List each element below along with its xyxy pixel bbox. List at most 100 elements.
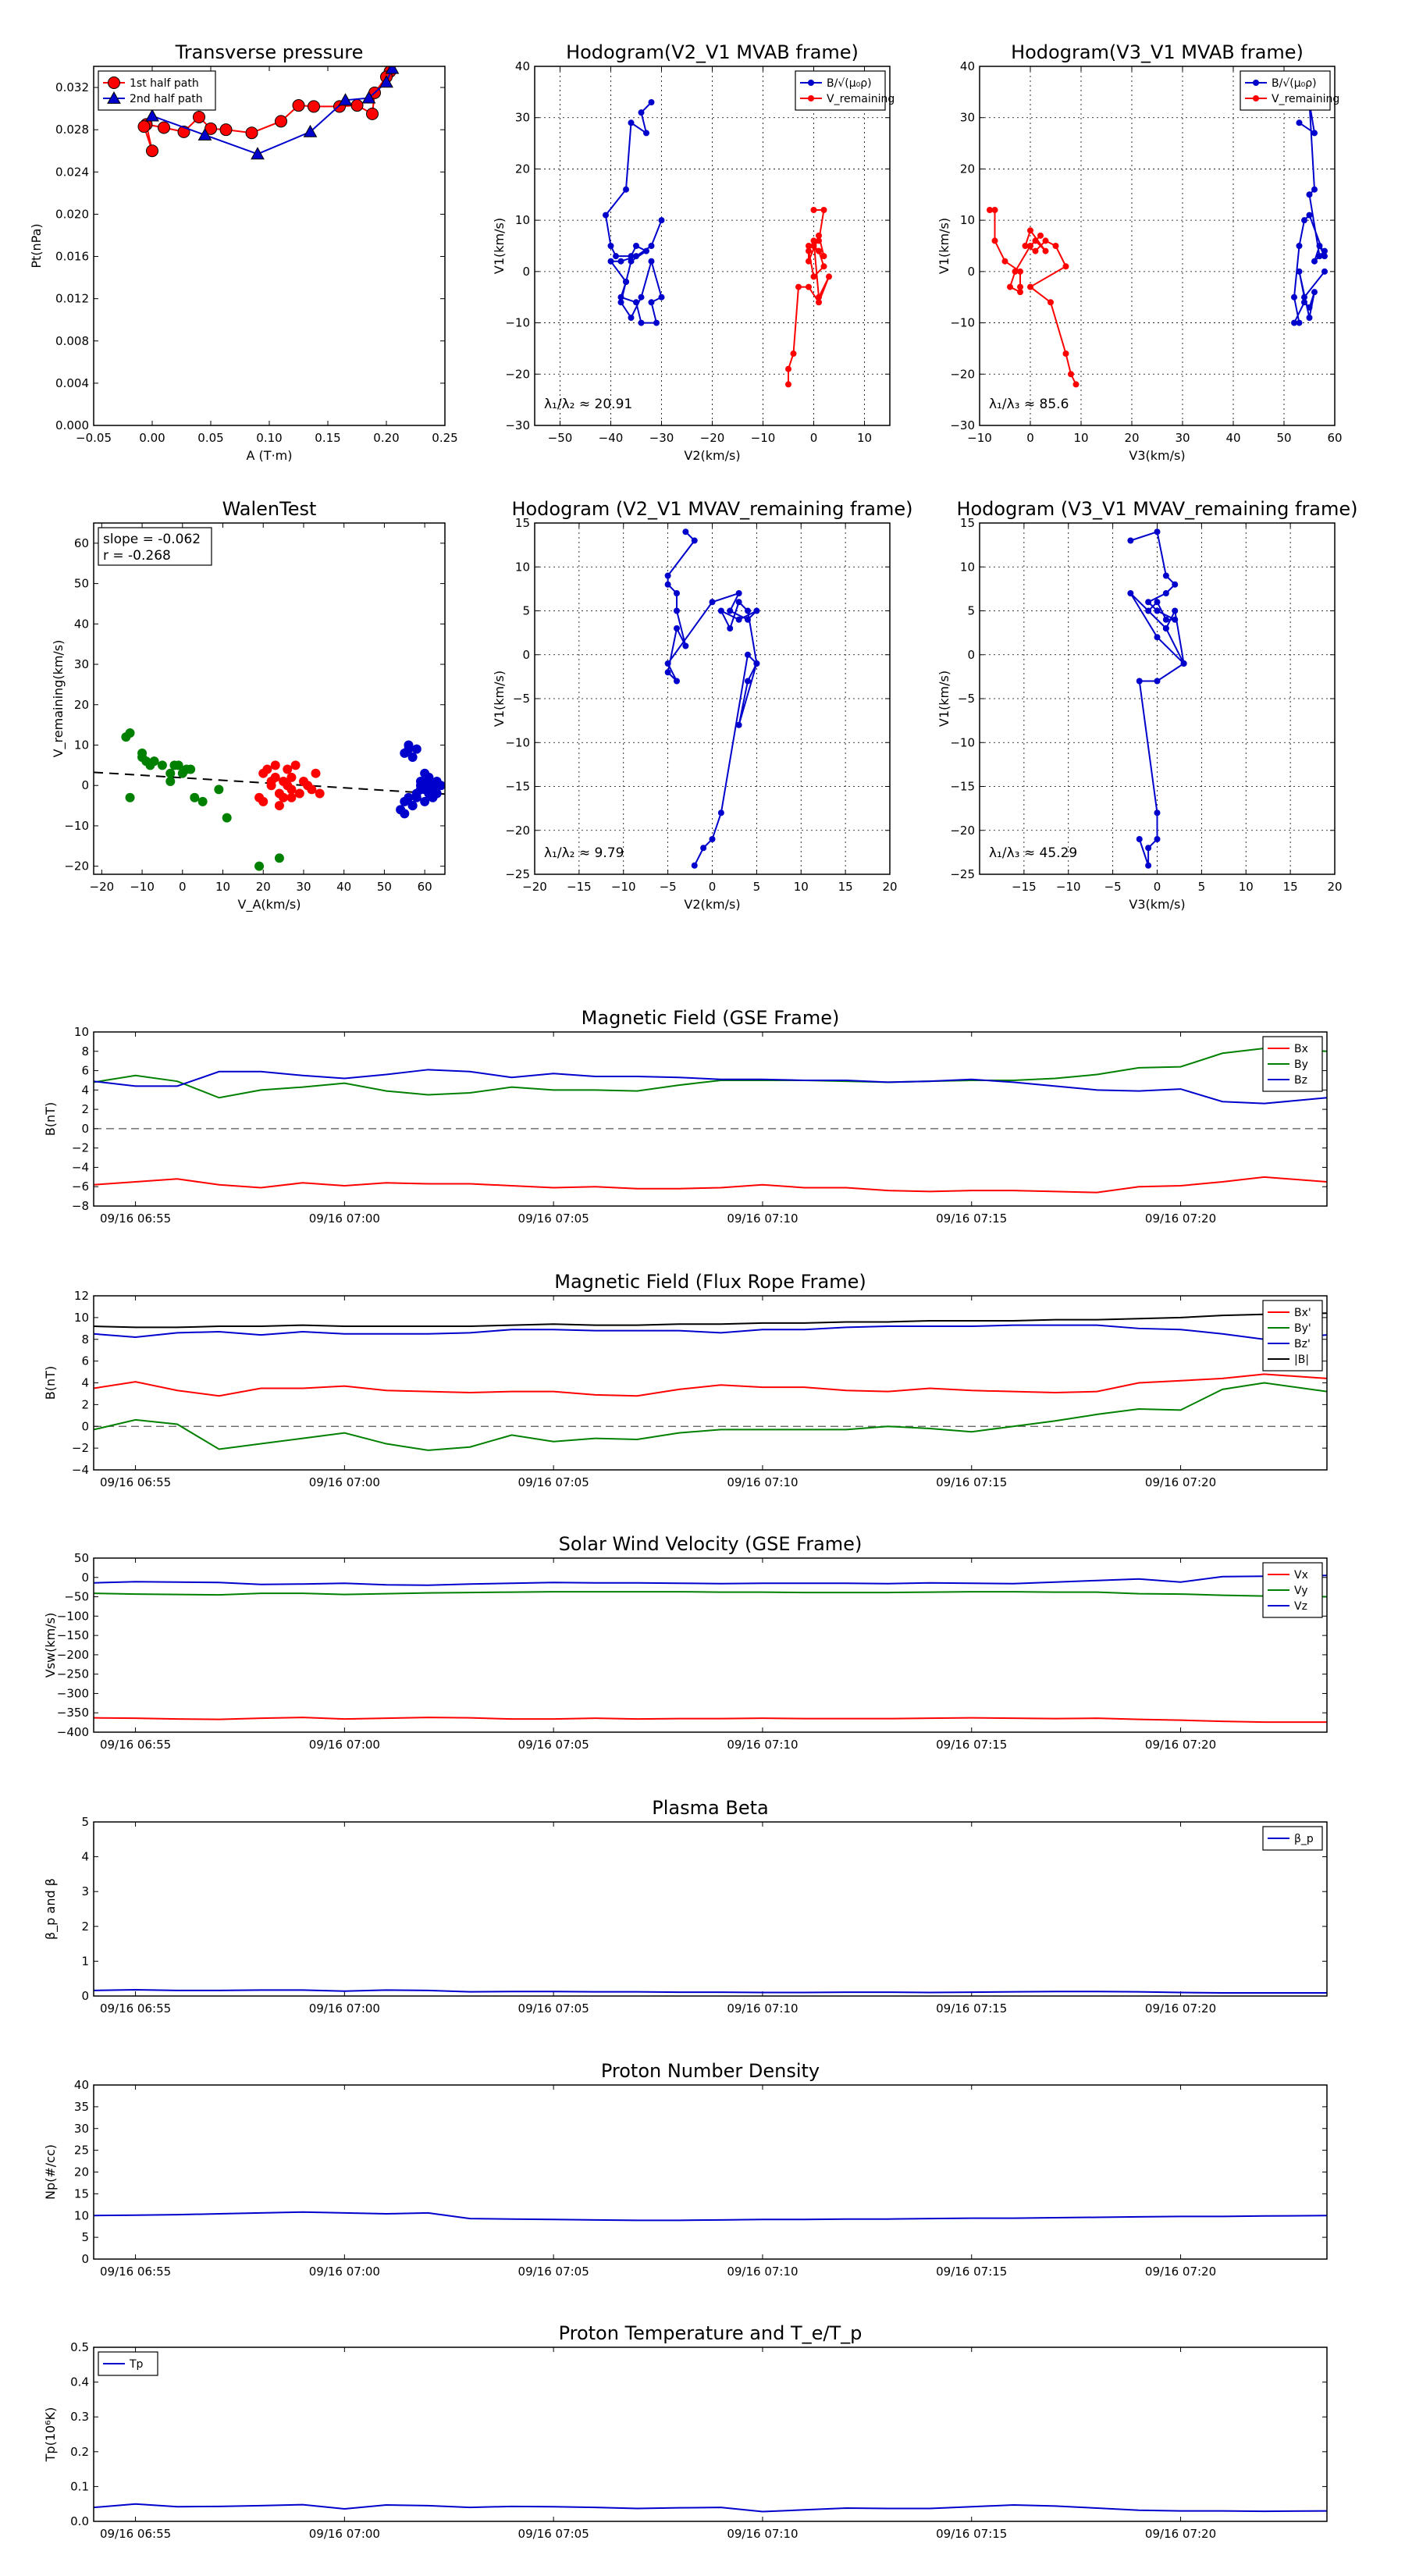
scatter-point — [400, 809, 410, 819]
y-tick-label: 40 — [960, 59, 975, 73]
series-line-0 — [94, 1373, 1327, 1397]
scatter-point — [190, 792, 200, 802]
scatter-point — [311, 768, 321, 778]
x-axis-label: V3(km/s) — [1129, 448, 1185, 463]
y-tick-label: 0.4 — [70, 2375, 89, 2389]
y-tick-label: 5 — [81, 2230, 89, 2244]
data-area — [94, 1312, 1327, 1451]
y-tick-label: 4 — [81, 1083, 89, 1097]
chart-hodo2: Hodogram(V3_V1 MVAB frame) −10 0 10 20 30 40 50… — [937, 41, 1343, 463]
data-point — [795, 283, 802, 290]
data-point — [628, 258, 635, 265]
data-point — [146, 144, 158, 158]
data-point — [1027, 227, 1033, 234]
y-tick-label: 10 — [74, 738, 89, 752]
x-tick-label: 0.00 — [139, 431, 165, 445]
y-tick-label: 2 — [81, 1920, 89, 1934]
y-tick-label: 0 — [81, 2252, 89, 2266]
y-tick-label: −250 — [57, 1667, 89, 1681]
data-point — [638, 109, 645, 116]
data-point — [753, 607, 760, 614]
x-tick-label: 09/16 07:20 — [1145, 2265, 1216, 2279]
x-axis-label: V3(km/s) — [1129, 897, 1185, 912]
data-point — [379, 75, 393, 88]
legend-label: By' — [1294, 1322, 1311, 1335]
scatter-point — [283, 764, 293, 774]
x-tick-label: 0.20 — [373, 431, 399, 445]
x-tick-label: 0.10 — [256, 431, 282, 445]
series-line-0 — [94, 2211, 1327, 2222]
data-point — [1301, 294, 1307, 301]
y-tick-label: 0.000 — [55, 418, 89, 432]
data-point — [717, 809, 724, 817]
y-tick-label: 30 — [515, 111, 530, 125]
scatter-point — [279, 792, 289, 802]
data-point — [1027, 283, 1033, 290]
legend-label: Vz — [1294, 1600, 1307, 1613]
data-point — [633, 299, 639, 306]
data-area — [94, 2503, 1327, 2513]
data-point — [806, 247, 812, 254]
x-tick-label: 09/16 07:15 — [936, 1738, 1007, 1752]
data-point — [674, 625, 680, 632]
y-tick-label: −10 — [64, 819, 89, 833]
data-point — [1162, 590, 1169, 596]
legend-label: Vy — [1294, 1585, 1308, 1597]
series-line-2 — [94, 1574, 1327, 1586]
data-point — [709, 599, 716, 606]
plot-frame — [534, 66, 891, 426]
data-point — [1154, 607, 1161, 614]
data-point — [991, 207, 998, 213]
series-line-1 — [94, 1591, 1327, 1598]
scatter-point — [420, 796, 430, 806]
y-tick-label: 60 — [74, 536, 89, 550]
x-tick-label: 09/16 07:10 — [727, 1738, 798, 1752]
chart-mag_fr: Magnetic Field (Flux Rope Frame) 09/16 06… — [43, 1271, 1328, 1489]
y-tick-label: 20 — [74, 698, 89, 712]
data-point — [735, 599, 742, 606]
data-point — [638, 294, 645, 301]
x-tick-label: 09/16 06:55 — [100, 2001, 171, 2016]
series-line-0 — [94, 1176, 1327, 1194]
y-tick-label: 0.3 — [70, 2410, 89, 2424]
x-tick-label: 0 — [179, 880, 187, 894]
x-tick-label: 10 — [1239, 880, 1254, 894]
chart-title: Hodogram(V3_V1 MVAB frame) — [1011, 41, 1304, 63]
data-point — [275, 115, 287, 128]
y-tick-label: −25 — [950, 867, 975, 881]
y-tick-label: −15 — [505, 780, 530, 794]
y-tick-label: 50 — [74, 577, 89, 591]
chart-beta: Plasma Beta 09/16 06:55 09/16 07:00 09/16 0… — [43, 1797, 1328, 2016]
data-point — [987, 207, 993, 213]
x-tick-label: 09/16 07:05 — [518, 2527, 589, 2541]
x-tick-label: 09/16 07:00 — [309, 1738, 380, 1752]
chart-title: Hodogram (V2_V1 MVAV_remaining frame) — [511, 498, 912, 520]
data-point — [1162, 625, 1169, 632]
data-point — [664, 581, 671, 588]
scatter-point — [307, 785, 317, 795]
ratio-annotation: λ₁/λ₂ ≈ 20.91 — [544, 397, 632, 412]
legend-label: β_p — [1294, 1833, 1314, 1845]
scatter-point — [254, 861, 265, 871]
data-point — [664, 669, 671, 676]
y-tick-label: −30 — [950, 418, 975, 432]
data-point — [1321, 253, 1328, 260]
data-point — [1311, 258, 1318, 265]
x-tick-label: 09/16 07:15 — [936, 1475, 1007, 1489]
y-tick-label: 6 — [81, 1354, 89, 1368]
y-tick-label: −6 — [72, 1179, 89, 1194]
x-tick-label: 09/16 07:10 — [727, 2527, 798, 2541]
data-point — [820, 207, 827, 213]
series-line-0 — [604, 101, 663, 324]
data-point — [745, 607, 751, 614]
series-line-1 — [94, 1048, 1327, 1099]
data-point — [1154, 634, 1161, 641]
data-point — [826, 273, 832, 280]
data-point — [1068, 371, 1074, 378]
series-line-2 — [94, 1069, 1327, 1105]
y-tick-label: 15 — [515, 516, 530, 530]
scatter-point — [294, 788, 304, 799]
y-tick-label: −4 — [72, 1160, 89, 1174]
y-tick-label: 0 — [522, 648, 530, 662]
data-point — [664, 572, 671, 579]
